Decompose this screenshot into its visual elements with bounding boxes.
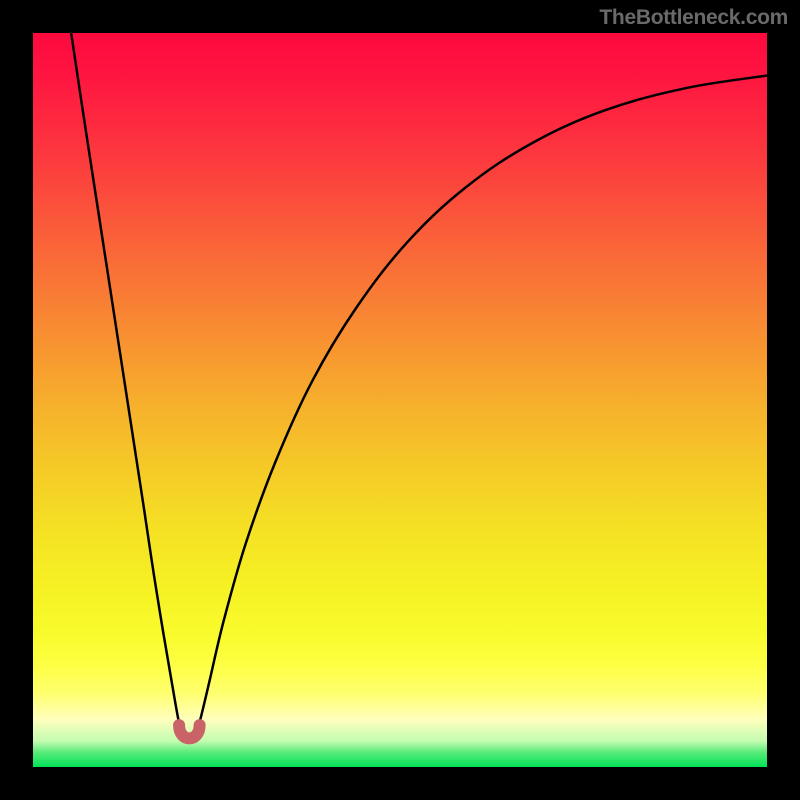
chart-container: TheBottleneck.com — [0, 0, 800, 800]
watermark-text: TheBottleneck.com — [599, 6, 788, 30]
gradient-plot-area — [33, 33, 767, 767]
bottleneck-chart — [0, 0, 800, 800]
